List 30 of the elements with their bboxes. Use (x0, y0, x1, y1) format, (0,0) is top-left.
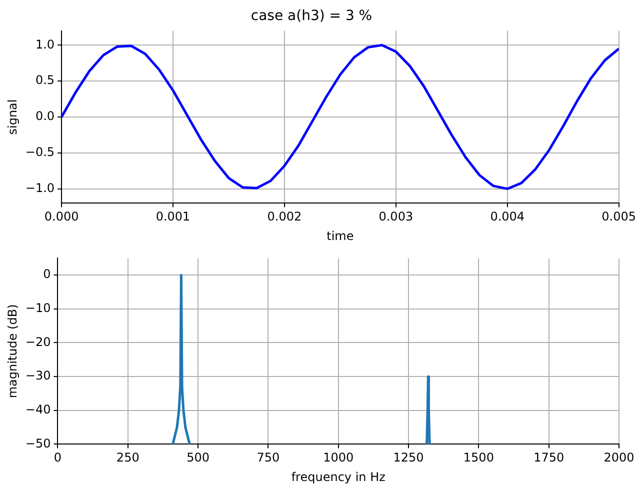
chart-title: case a(h3) = 3 % (250, 8, 372, 24)
x-tick-label: 500 (186, 450, 210, 465)
x-tick-label: 0.004 (490, 210, 525, 224)
y-axis-title: signal (5, 99, 20, 135)
y-axis-title: magnitude (dB) (5, 304, 20, 398)
y-tick-label: −50 (25, 436, 51, 450)
y-tick-label: 1.0 (35, 37, 55, 52)
x-tick-label: 1000 (323, 450, 354, 465)
x-tick-label: 750 (256, 450, 280, 465)
x-tick-label: 2000 (604, 450, 634, 465)
x-tick-label: 1250 (393, 450, 424, 465)
x-tick-label: 0.002 (267, 210, 302, 224)
x-tick-label: 0.005 (602, 210, 636, 224)
y-tick-label: −0.5 (25, 145, 55, 160)
y-tick-label: 0.0 (35, 109, 55, 124)
x-tick-label: 1500 (463, 450, 494, 465)
y-tick-label: −30 (25, 368, 51, 383)
x-tick-label: 0.003 (378, 210, 414, 224)
y-tick-label: −20 (25, 334, 51, 349)
x-axis-title: frequency in Hz (291, 470, 386, 484)
x-tick-label: 0.001 (156, 210, 190, 224)
y-tick-label: 0.5 (35, 73, 55, 88)
x-axis-title: time (326, 228, 354, 243)
y-tick-label: −1.0 (25, 180, 55, 195)
y-tick-label: 0 (43, 267, 51, 282)
x-tick-label: 250 (116, 450, 140, 465)
x-tick-label: 0.000 (44, 210, 79, 224)
x-tick-label: 1750 (534, 450, 564, 465)
y-tick-label: −10 (25, 301, 51, 316)
y-tick-label: −40 (25, 402, 51, 417)
